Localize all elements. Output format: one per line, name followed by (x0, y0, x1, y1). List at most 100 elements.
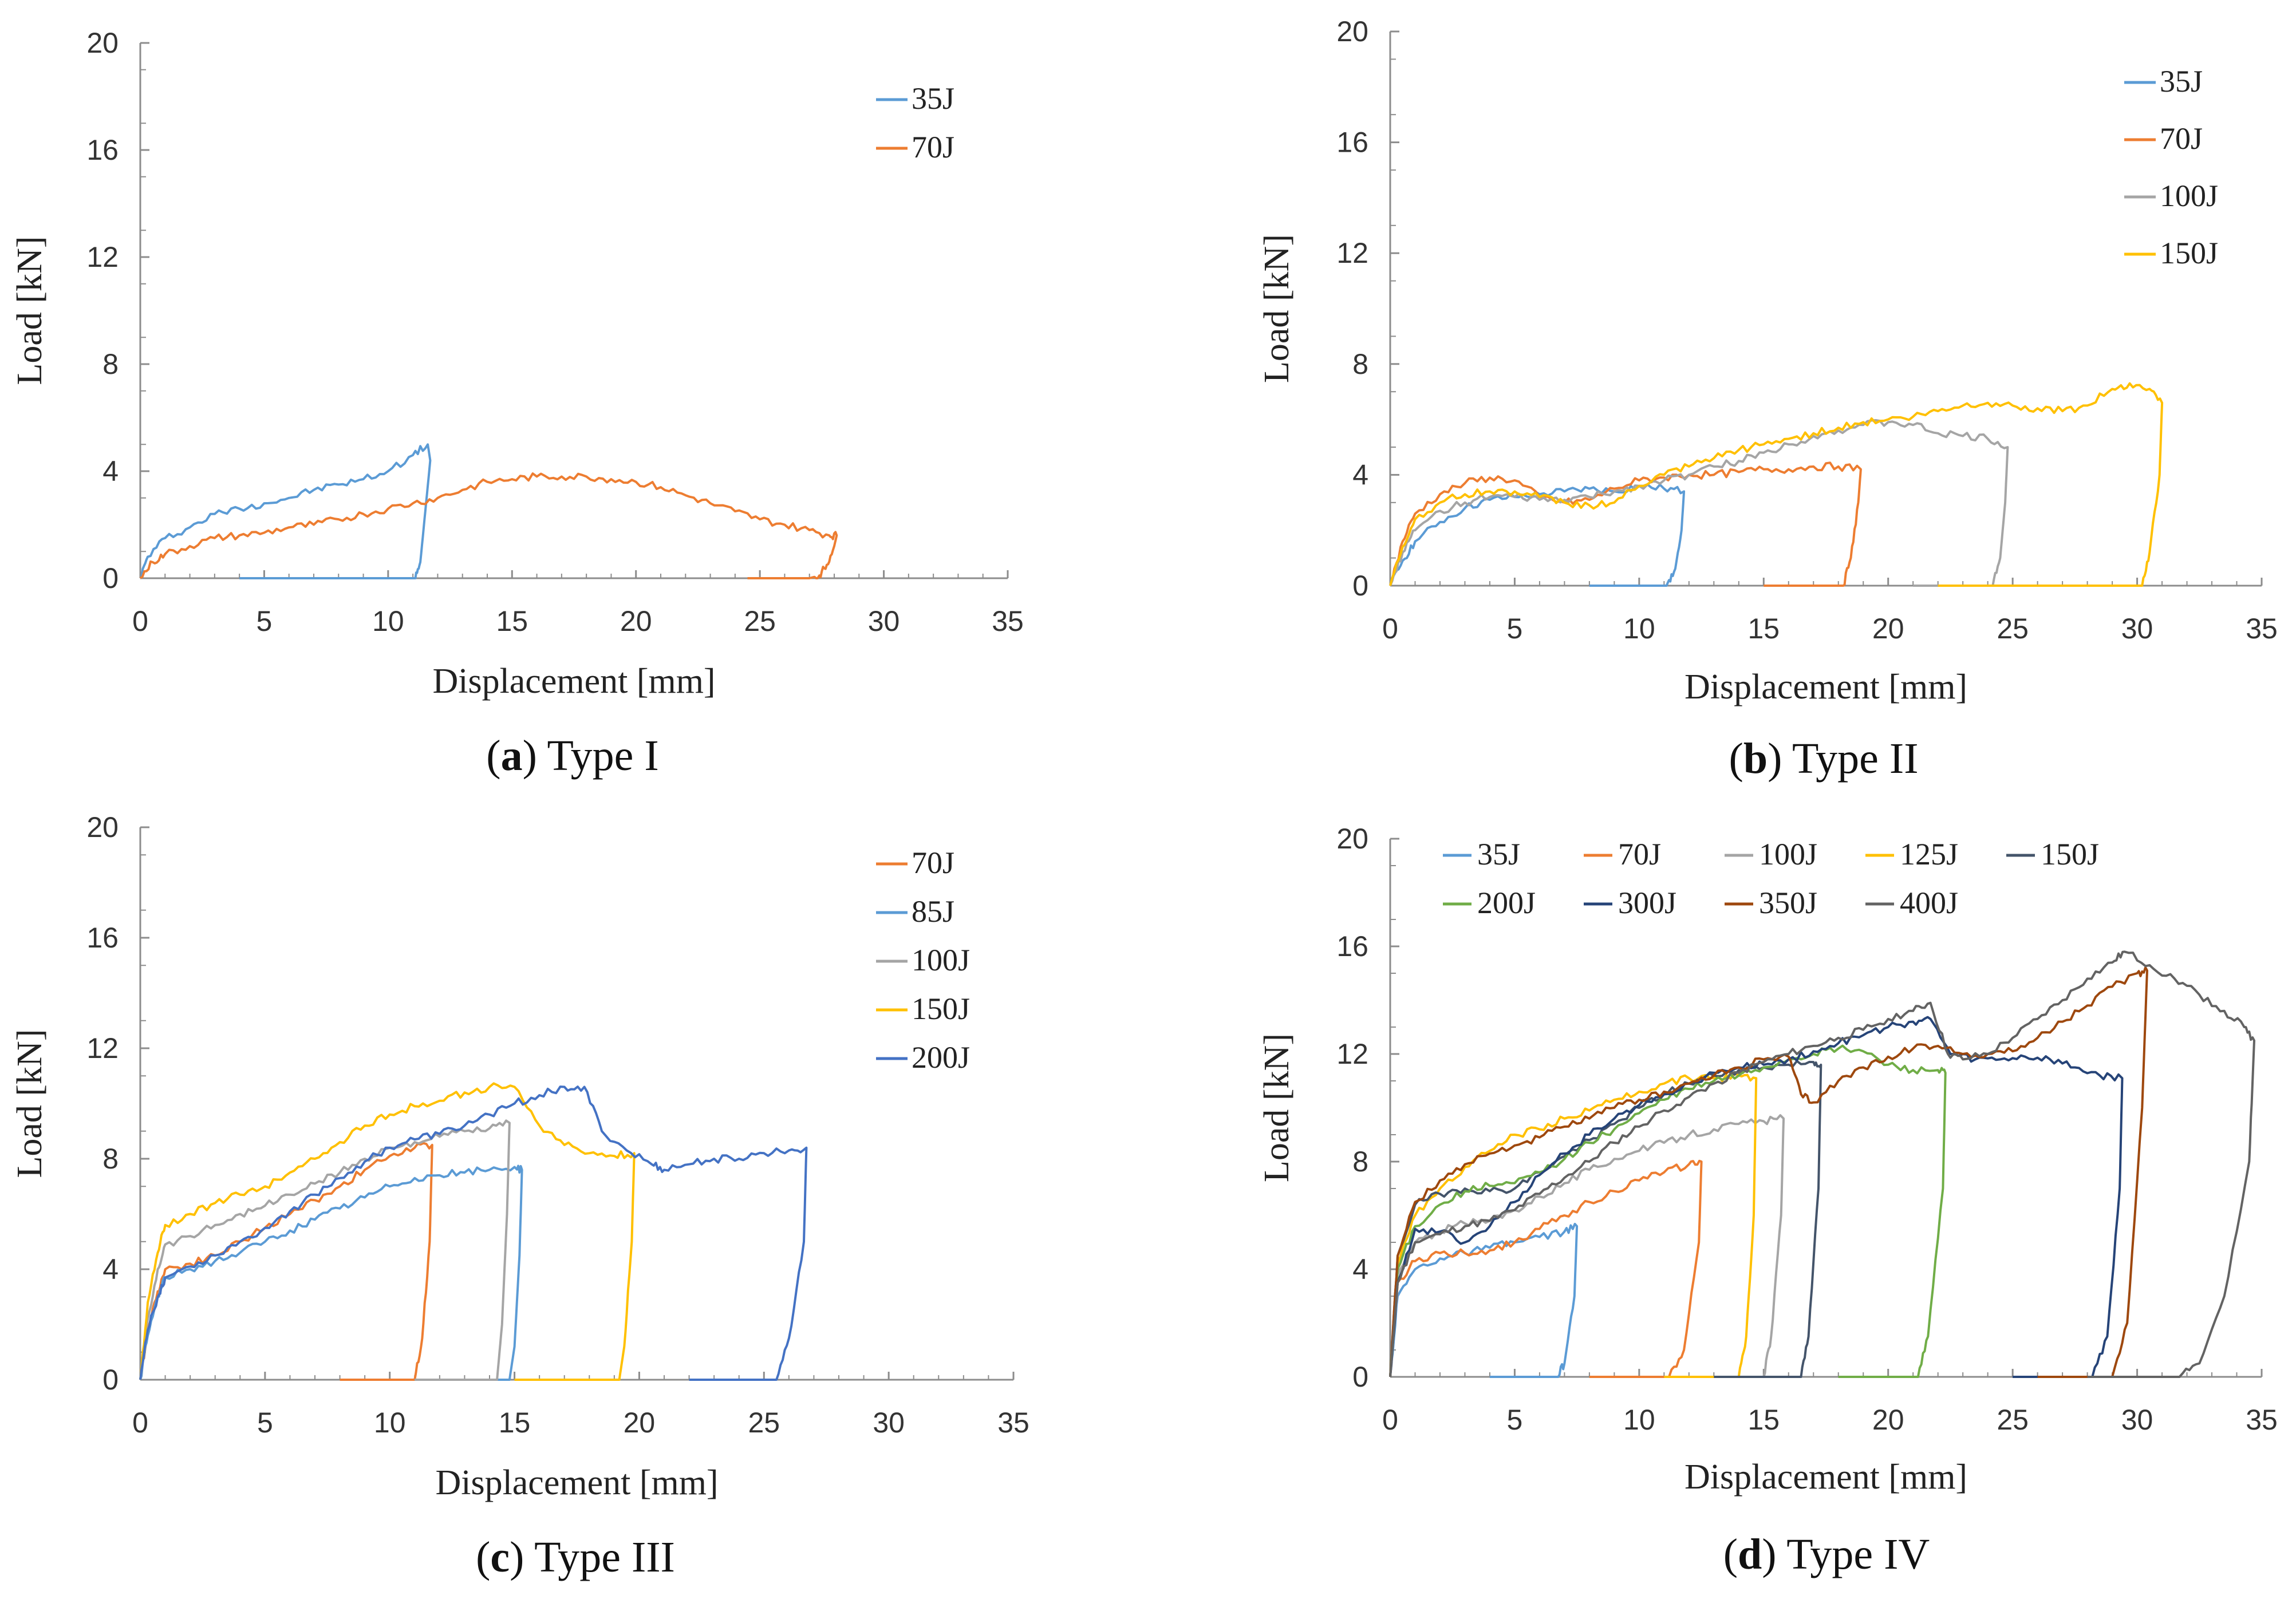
x-tick-label: 20 (624, 1407, 656, 1439)
series-line-70J (139, 472, 838, 579)
panel-caption: (b) Type II (1729, 735, 1919, 783)
x-axis-title: Displacement [mm] (1684, 668, 1967, 706)
x-tick-label: 30 (2121, 613, 2153, 645)
y-tick-label: 0 (102, 1364, 119, 1396)
y-tick-label: 0 (102, 562, 119, 594)
x-tick-label: 30 (868, 605, 900, 637)
legend-label: 100J (1759, 837, 1817, 871)
x-axis-title: Displacement [mm] (1684, 1458, 1967, 1497)
legend-label: 70J (912, 846, 954, 880)
x-tick-label: 25 (1997, 1404, 2029, 1436)
x-tick-label: 25 (1997, 613, 2029, 645)
x-axis-title: Displacement [mm] (435, 1463, 718, 1502)
y-tick-label: 8 (1352, 1146, 1368, 1178)
series-line-300J (1389, 1016, 2124, 1378)
y-tick-label: 12 (86, 1032, 119, 1064)
y-tick-label: 8 (1352, 348, 1368, 380)
y-tick-label: 16 (1336, 127, 1368, 159)
legend-label: 85J (912, 894, 954, 929)
series-line-400J (1389, 950, 2255, 1378)
x-tick-label: 5 (257, 605, 273, 637)
x-tick-label: 15 (1747, 613, 1780, 645)
y-tick-label: 0 (1352, 1361, 1368, 1393)
legend: 70J 85J 100J 150J 200J (876, 846, 970, 1075)
x-tick-label: 35 (2246, 613, 2278, 645)
y-tick-label: 12 (1336, 1038, 1368, 1070)
series-line-85J (139, 1164, 523, 1381)
series-line-35J (1389, 483, 1686, 587)
x-tick-label: 15 (496, 605, 528, 637)
y-tick-label: 16 (86, 134, 119, 166)
x-tick-label: 30 (2121, 1404, 2153, 1436)
y-axis-title: Load [kN] (1257, 234, 1296, 383)
legend-label: 100J (912, 943, 970, 977)
series-line-35J (1389, 1222, 1579, 1378)
x-tick-label: 0 (1382, 1404, 1398, 1436)
legend-label: 70J (2160, 121, 2203, 156)
x-tick-label: 5 (1507, 613, 1523, 645)
chart-panel-b: 0 4 8 12 16 20 0 5 10 15 20 25 30 35 Displacement [mm]… (1257, 15, 2278, 783)
legend-label: 100J (2160, 179, 2218, 213)
x-tick-label: 35 (992, 605, 1024, 637)
panel-caption: (c) Type III (476, 1533, 675, 1581)
x-tick-label: 0 (1382, 613, 1398, 645)
series-line-70J (1389, 461, 1862, 587)
x-tick-label: 20 (620, 605, 652, 637)
y-axis-title: Load [kN] (10, 236, 49, 385)
series-line-70J (1389, 1159, 1703, 1378)
panel-caption: (d) Type IV (1723, 1530, 1930, 1578)
legend-label: 125J (1900, 837, 1958, 871)
y-tick-label: 8 (102, 348, 119, 380)
x-tick-label: 0 (132, 605, 148, 637)
x-tick-label: 30 (873, 1407, 905, 1439)
panel-caption: (a) Type I (486, 732, 658, 780)
y-tick-label: 4 (1352, 459, 1368, 491)
series-line-150J (1389, 1060, 1822, 1378)
y-axis-title: Load [kN] (10, 1029, 49, 1178)
series-line-100J (1389, 1114, 1785, 1378)
y-tick-label: 16 (86, 922, 119, 954)
x-tick-label: 5 (1507, 1404, 1523, 1436)
x-tick-label: 15 (1747, 1404, 1780, 1436)
series-line-35J (140, 443, 432, 579)
x-tick-label: 10 (374, 1407, 406, 1439)
y-tick-label: 20 (86, 811, 119, 843)
y-tick-label: 12 (86, 241, 119, 273)
y-tick-label: 0 (1352, 570, 1368, 602)
series-line-200J (1389, 1044, 1947, 1378)
legend-label: 150J (912, 992, 970, 1026)
x-tick-label: 15 (499, 1407, 531, 1439)
y-tick-label: 12 (1336, 237, 1368, 269)
series-line-100J (139, 1119, 511, 1381)
y-tick-label: 16 (1336, 930, 1368, 962)
y-tick-label: 4 (102, 1253, 119, 1285)
y-tick-label: 8 (102, 1143, 119, 1175)
series-line-150J (1389, 382, 2164, 587)
x-tick-label: 35 (2246, 1404, 2278, 1436)
legend-label: 35J (912, 81, 954, 116)
series-line-350J (1389, 966, 2148, 1378)
y-tick-label: 20 (86, 27, 119, 59)
series-line-150J (139, 1082, 636, 1381)
series-line-100J (1389, 419, 2009, 587)
legend-label: 300J (1618, 886, 1676, 920)
x-axis-title: Displacement [mm] (432, 662, 715, 701)
chart-panel-d: 0 4 8 12 16 20 0 5 10 15 20 25 30 35 Displacement [mm]… (1257, 823, 2278, 1578)
series-line-125J (1389, 1072, 1758, 1378)
y-tick-label: 4 (102, 455, 119, 487)
legend-label: 35J (1477, 837, 1520, 871)
y-tick-label: 20 (1336, 823, 1368, 855)
y-axis-title: Load [kN] (1257, 1033, 1296, 1182)
y-tick-label: 20 (1336, 15, 1368, 48)
x-tick-label: 10 (372, 605, 404, 637)
x-tick-label: 20 (1872, 613, 1904, 645)
x-tick-label: 25 (748, 1407, 780, 1439)
series-line-70J (139, 1142, 433, 1381)
chart-panel-a: 0 4 8 12 16 20 0 5 10 15 20 25 30 35 Displacement [mm]… (10, 27, 1024, 780)
legend-label: 400J (1900, 886, 1958, 920)
x-tick-label: 25 (744, 605, 776, 637)
series-line-200J (139, 1085, 808, 1381)
